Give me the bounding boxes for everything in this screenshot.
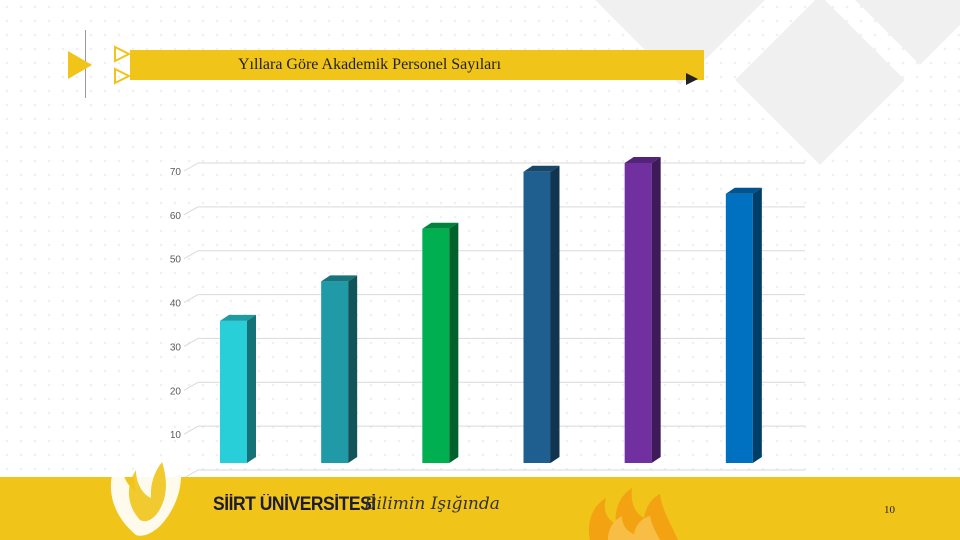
bar-top-2014 — [321, 275, 358, 282]
bar-top-2015 — [422, 222, 459, 229]
bar-top-2013 — [220, 314, 256, 321]
gridline-depth — [183, 469, 199, 479]
gridline-depth — [183, 206, 199, 216]
y-tick-label: 10 — [170, 430, 182, 441]
bar-top-2018 — [725, 187, 762, 194]
bar-top-2017 — [624, 157, 661, 163]
arrow-right-icon — [686, 73, 698, 85]
bar-2013 — [220, 320, 247, 463]
page-number: 10 — [884, 504, 895, 516]
gridline-depth — [183, 337, 199, 347]
flame-orange-icon — [588, 488, 678, 540]
y-tick-label: 20 — [170, 386, 182, 397]
bar-top-2016 — [523, 165, 560, 172]
title-bar — [130, 50, 704, 80]
bar-2014 — [321, 281, 349, 463]
y-tick-label: 60 — [170, 211, 182, 222]
slide-title: Yıllara Göre Akademik Personel Sayıları — [238, 56, 502, 73]
bar-side-2015 — [449, 222, 459, 463]
y-tick-label: 40 — [170, 299, 182, 310]
gridline-depth — [183, 162, 199, 172]
university-brand: SİİRT ÜNİVERSİTESİ — [213, 494, 376, 515]
play-icon — [68, 51, 92, 79]
play-outline-icon — [114, 45, 132, 85]
bar-2015 — [422, 228, 450, 463]
bar-2017 — [624, 163, 652, 463]
gridline-depth — [183, 381, 199, 391]
y-tick-label: 30 — [170, 342, 182, 353]
y-tick-label: 70 — [170, 167, 182, 178]
bar-2016 — [523, 171, 551, 463]
flame-logo-icon — [110, 418, 182, 536]
slogan-text: Bilimin Işığında — [364, 494, 500, 514]
bar-side-2018 — [752, 187, 762, 463]
gridline-depth — [183, 425, 199, 435]
bar-side-2013 — [247, 314, 256, 463]
bar-side-2016 — [550, 165, 560, 463]
gridline-depth — [183, 250, 199, 260]
bar-side-2017 — [651, 157, 661, 463]
bar-side-2014 — [348, 275, 358, 463]
bar-2018 — [725, 193, 753, 463]
y-tick-label: 50 — [170, 255, 182, 266]
gridline-depth — [183, 294, 199, 304]
